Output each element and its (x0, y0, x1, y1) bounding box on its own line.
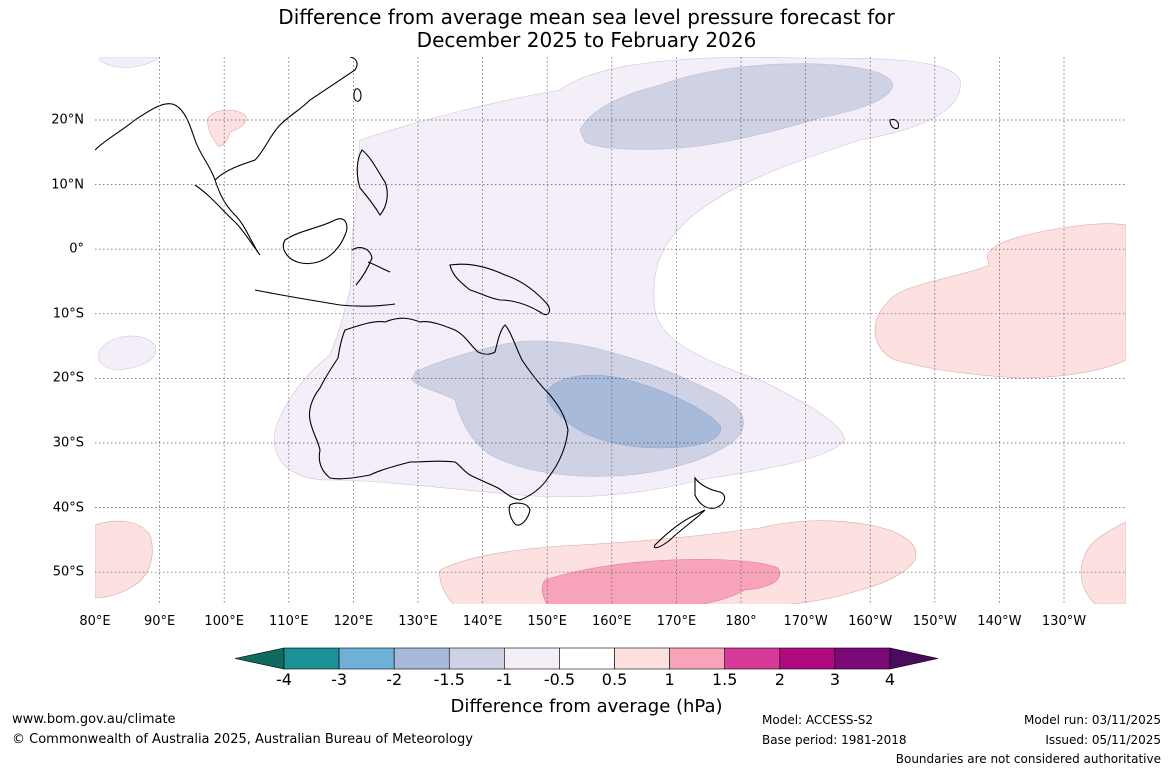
longitude-label: 150°E (527, 614, 567, 629)
longitude-label: 180° (725, 614, 757, 629)
latitude-label: 0° (69, 241, 84, 257)
anomaly-region-southwest-positive (95, 520, 153, 599)
colorbar-extend-low (234, 647, 285, 670)
colorbar-segment (779, 647, 836, 670)
anomaly-region-light-negative-west (98, 335, 157, 371)
colorbar-segment (283, 647, 340, 670)
colorbar-tick-label: 0.5 (601, 670, 628, 689)
colorbar-tick-label: 4 (884, 670, 896, 689)
longitude-label: 130°E (398, 614, 438, 629)
colorbar-segment (669, 647, 726, 670)
boundary-disclaimer: Boundaries are not considered authoritat… (895, 752, 1161, 766)
coastline-sumatra-java (194, 184, 396, 307)
map-title-line2: December 2025 to February 2026 (416, 28, 757, 52)
coastline-new-zealand-south (653, 509, 706, 549)
base-period: Base period: 1981-2018 (762, 733, 907, 747)
longitude-label: 140°W (977, 614, 1022, 629)
colorbar-tick-label: 3 (829, 670, 840, 689)
longitude-label: 130°W (1041, 614, 1087, 629)
model-name: Model: ACCESS-S2 (762, 713, 874, 727)
coastline-tasmania (508, 502, 531, 526)
colorbar-segment (393, 647, 450, 670)
longitude-label: 160°W (848, 614, 893, 629)
coastline-hawaii (889, 118, 899, 130)
colorbar-tick-label: -1 (496, 670, 513, 689)
colorbar-segment (448, 647, 505, 670)
colorbar-tick-label: 2 (774, 670, 785, 689)
coastline-australia (308, 317, 569, 501)
colorbar-segment (614, 647, 670, 670)
longitude-label: 120°E (333, 614, 374, 629)
issued-date: Issued: 05/11/2025 (1045, 733, 1161, 747)
longitude-label: 150°W (912, 614, 957, 629)
colorbar-tick-label: -1.5 (433, 670, 465, 689)
colorbar-extend-high (889, 647, 939, 670)
longitude-label: 160°E (592, 614, 632, 629)
anomaly-region-indochina-positive (207, 109, 247, 147)
coastline-borneo (282, 218, 348, 265)
coastline-new-zealand-north (694, 476, 726, 509)
latitude-label: 10°N (51, 177, 84, 193)
colorbar-tick-label: 1 (664, 670, 675, 689)
latitude-label: 20°S (52, 370, 84, 386)
anomaly-region-south-pacific-positive (874, 223, 1126, 379)
colorbar-segment (504, 647, 560, 670)
colorbar-segment (559, 647, 615, 670)
colorbar-segment (724, 647, 781, 670)
colorbar-label: Difference from average (hPa) (450, 696, 723, 717)
anomaly-region-north-pacific (579, 63, 894, 150)
anomaly-region-southeast-positive (1080, 521, 1126, 604)
latitude-label: 10°S (52, 306, 84, 322)
pressure-anomaly-map (95, 57, 1126, 670)
colorbar-tick-label: -2 (386, 670, 403, 689)
longitude-label: 140°E (462, 614, 503, 629)
latitude-label: 20°N (51, 112, 84, 128)
latitude-label: 50°S (52, 564, 84, 580)
colorbar-tick-label: 1.5 (711, 670, 738, 689)
graticule (95, 57, 1126, 604)
longitude-label: 100°E (204, 614, 244, 629)
longitude-label: 170°W (783, 614, 828, 629)
longitude-label: 80°E (79, 614, 111, 629)
colorbar-tick-label: -3 (331, 670, 348, 689)
map-title-line1: Difference from average mean sea level p… (278, 5, 895, 29)
latitude-label: 30°S (52, 435, 84, 451)
colorbar (234, 647, 939, 670)
website-url[interactable]: www.bom.gov.au/climate (12, 712, 176, 727)
colorbar-segment (834, 647, 891, 670)
coastline-philippines (356, 149, 388, 216)
longitude-label: 110°E (269, 614, 309, 629)
copyright-notice: © Commonwealth of Australia 2025, Austra… (12, 732, 473, 747)
coastline-new-guinea (449, 263, 551, 315)
coastlines (95, 57, 899, 549)
coastline-sulawesi (351, 247, 391, 286)
latitude-label: 40°S (52, 500, 84, 516)
model-run-date: Model run: 03/11/2025 (1023, 713, 1161, 727)
colorbar-tick-label: -4 (276, 670, 292, 689)
colorbar-tick-label: -0.5 (543, 670, 576, 689)
longitude-label: 170°E (656, 614, 697, 629)
anomaly-region-light-negative-north (99, 57, 161, 68)
longitude-label: 90°E (143, 614, 176, 629)
colorbar-segment (338, 647, 395, 670)
coastline-taiwan (353, 88, 362, 102)
